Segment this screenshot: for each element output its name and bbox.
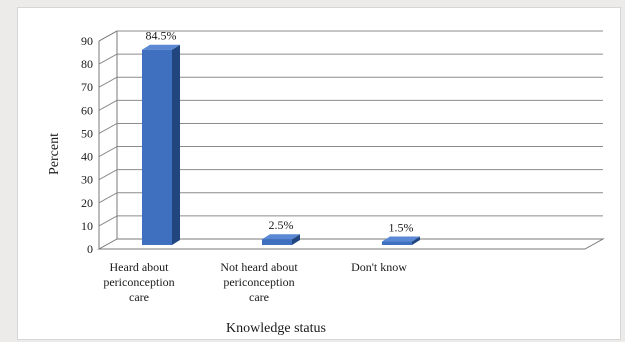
y-tick-label: 60 [81,103,93,117]
gridlines [98,30,603,227]
y-axis-title: Percent [47,133,62,175]
gridline-depth [98,215,118,227]
axes: 0 10 20 30 40 50 60 70 80 90 [81,30,605,256]
bar [142,44,180,245]
y-tick-label: 10 [81,219,93,233]
y-tick-label: 80 [81,57,93,71]
x-tick-label: Not heard about periconception care [220,260,298,304]
labels: 84.5%Heard about periconception care2.5%No… [103,29,413,304]
x-tick-label: Heard about periconception care [103,260,174,304]
bar-top [262,234,300,240]
gridline-depth [98,76,118,88]
x-tick-line: care [249,290,269,304]
floor [97,238,605,250]
y-tick-label: 90 [81,34,93,48]
bar-top [382,236,420,242]
bar-front [382,241,412,245]
gridline-depth [98,53,118,65]
bar-top [142,44,180,50]
bar [262,234,300,245]
x-tick-line: Don't know [351,260,407,274]
x-tick-line: periconception [223,275,294,289]
x-tick-line: care [129,290,149,304]
gridline-depth [98,123,118,134]
bar-front [262,239,292,245]
y-tick-label: 30 [81,173,93,187]
y-tick-label: 70 [81,80,93,94]
data-label: 84.5% [146,29,177,43]
gridline-depth [98,146,118,157]
y-tick-label: 50 [81,126,93,140]
x-tick-line: Heard about [110,260,170,274]
gridline-depth [98,169,118,181]
bars [142,44,420,245]
x-tick-label: Don't know [351,260,407,274]
bar [382,236,420,245]
bar-front [142,49,172,245]
gridline-depth [98,99,118,111]
bar-side [412,236,420,245]
bar-side [172,44,180,245]
x-axis-title: Knowledge status [226,321,326,336]
gridline-depth [98,192,118,204]
y-tick-label: 40 [81,150,93,164]
x-tick-line: periconception [103,275,174,289]
wall-top-edge [98,30,118,42]
chart-frame: 0 10 20 30 40 50 60 70 80 90 84.5% Heard about peri… [17,7,621,340]
x-tick-line: Not heard about [220,260,298,274]
data-label: 1.5% [389,221,414,235]
data-label: 2.5% [269,218,294,232]
bar-side [292,234,300,245]
y-tick-label: 20 [81,196,93,210]
y-tick-label: 0 [87,242,93,256]
